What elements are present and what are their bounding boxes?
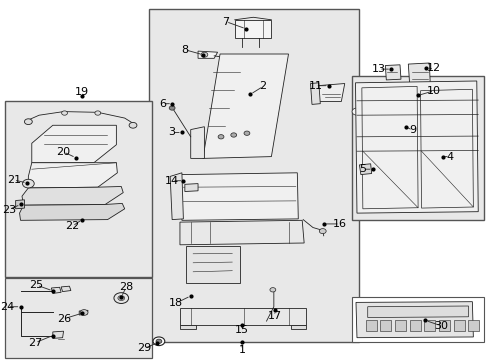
- Polygon shape: [317, 84, 344, 102]
- Polygon shape: [359, 164, 371, 175]
- Polygon shape: [53, 331, 63, 338]
- Text: 24: 24: [0, 302, 15, 312]
- Text: 7: 7: [222, 17, 229, 27]
- Circle shape: [351, 108, 361, 115]
- Circle shape: [80, 310, 88, 315]
- Text: 17: 17: [267, 311, 281, 321]
- Polygon shape: [310, 83, 320, 104]
- Text: 26: 26: [58, 314, 71, 324]
- Polygon shape: [20, 203, 124, 220]
- Circle shape: [153, 337, 164, 346]
- Text: 6: 6: [159, 99, 165, 109]
- Text: 15: 15: [235, 325, 248, 336]
- Circle shape: [319, 229, 325, 234]
- Polygon shape: [181, 173, 298, 220]
- Polygon shape: [170, 173, 183, 220]
- Polygon shape: [28, 163, 117, 188]
- Circle shape: [61, 111, 67, 115]
- Text: 18: 18: [169, 298, 183, 308]
- Text: 28: 28: [119, 282, 133, 292]
- Polygon shape: [355, 81, 477, 213]
- Polygon shape: [79, 310, 88, 315]
- Polygon shape: [185, 246, 239, 283]
- Text: 25: 25: [30, 280, 43, 290]
- Polygon shape: [16, 200, 24, 209]
- Circle shape: [22, 179, 34, 188]
- Text: 22: 22: [65, 221, 80, 231]
- Bar: [351, 297, 483, 342]
- Circle shape: [201, 52, 207, 57]
- Text: 23: 23: [2, 204, 16, 215]
- Polygon shape: [367, 306, 468, 318]
- Polygon shape: [409, 320, 420, 331]
- Text: 1: 1: [238, 345, 245, 355]
- Polygon shape: [190, 127, 204, 158]
- Circle shape: [169, 106, 175, 110]
- Text: 3: 3: [168, 127, 175, 138]
- Text: 29: 29: [137, 343, 151, 354]
- Bar: [351, 76, 483, 220]
- Polygon shape: [290, 325, 305, 329]
- Bar: [5, 278, 151, 358]
- Polygon shape: [394, 320, 405, 331]
- Circle shape: [24, 119, 32, 125]
- Text: 4: 4: [446, 152, 452, 162]
- Polygon shape: [203, 54, 288, 158]
- Text: 20: 20: [57, 147, 70, 157]
- Text: 21: 21: [7, 175, 20, 185]
- Polygon shape: [180, 308, 305, 325]
- Polygon shape: [385, 65, 400, 80]
- Circle shape: [244, 131, 249, 135]
- Text: 14: 14: [165, 176, 179, 186]
- Polygon shape: [22, 186, 123, 205]
- Circle shape: [129, 122, 137, 128]
- Text: 10: 10: [427, 86, 440, 96]
- Polygon shape: [438, 320, 449, 331]
- Circle shape: [223, 56, 228, 59]
- Text: 16: 16: [332, 219, 346, 229]
- Circle shape: [269, 288, 275, 292]
- Polygon shape: [453, 320, 464, 331]
- Circle shape: [230, 133, 236, 137]
- Polygon shape: [365, 320, 376, 331]
- Polygon shape: [424, 320, 434, 331]
- Text: 11: 11: [308, 81, 322, 91]
- Polygon shape: [468, 320, 478, 331]
- Circle shape: [218, 135, 224, 139]
- Polygon shape: [180, 220, 304, 245]
- Circle shape: [114, 293, 128, 303]
- Text: 27: 27: [28, 338, 42, 348]
- Polygon shape: [198, 51, 217, 58]
- Polygon shape: [180, 325, 195, 329]
- Text: 8: 8: [181, 45, 188, 55]
- Text: 12: 12: [427, 63, 440, 73]
- Text: 5: 5: [359, 164, 366, 174]
- Polygon shape: [234, 20, 271, 38]
- Text: 2: 2: [259, 81, 266, 91]
- Polygon shape: [51, 287, 61, 293]
- Polygon shape: [32, 125, 116, 163]
- Bar: [149, 9, 359, 342]
- Polygon shape: [394, 114, 419, 130]
- Polygon shape: [61, 286, 71, 292]
- Circle shape: [156, 339, 162, 343]
- Polygon shape: [184, 184, 198, 192]
- Circle shape: [95, 111, 101, 115]
- Bar: [5, 101, 151, 277]
- Text: 30: 30: [433, 321, 447, 331]
- Polygon shape: [407, 63, 429, 86]
- Polygon shape: [355, 302, 472, 338]
- Polygon shape: [417, 84, 437, 102]
- Text: 13: 13: [371, 64, 385, 74]
- Circle shape: [118, 296, 124, 301]
- Text: 19: 19: [75, 87, 89, 97]
- Text: 9: 9: [408, 125, 415, 135]
- Polygon shape: [380, 320, 390, 331]
